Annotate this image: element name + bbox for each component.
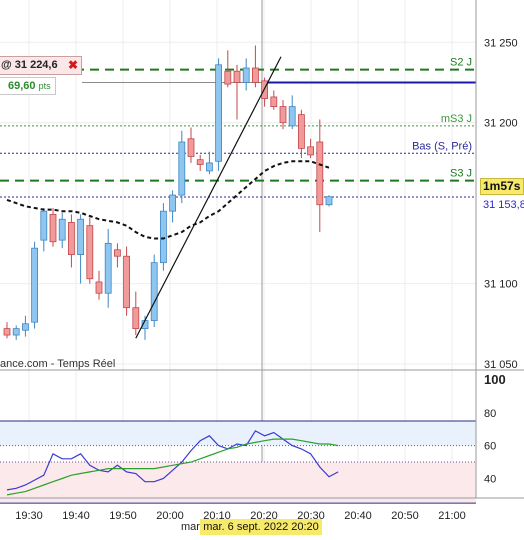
overbought-zone xyxy=(0,421,476,446)
trend-lines xyxy=(135,56,282,339)
candle-body xyxy=(150,262,158,321)
candle-body xyxy=(68,222,75,256)
axes xyxy=(0,0,524,499)
oscillator-tick-label: 40 xyxy=(484,473,496,485)
oscillator-tick-label: 80 xyxy=(484,408,496,420)
time-tick-label: 19:30 xyxy=(15,510,43,522)
candle-body xyxy=(104,242,112,294)
time-tick-label: 20:40 xyxy=(344,510,372,522)
close-order-icon[interactable]: ✖ xyxy=(67,58,78,72)
candle-body xyxy=(86,225,94,280)
oscillator-tick-label: 60 xyxy=(484,441,496,453)
axis-labels: S2 J mS3 J Bas (S, Pré) S3 J 31 050 31 100 31 … xyxy=(0,37,524,522)
level-label: Bas (S, Pré) xyxy=(412,140,472,152)
candle-body xyxy=(270,96,278,108)
oscillator-background xyxy=(0,420,476,504)
candle-body xyxy=(297,114,305,149)
candle-body xyxy=(77,218,84,256)
candle-body xyxy=(242,67,250,83)
level-label: S2 J xyxy=(450,57,472,69)
candle-body xyxy=(123,255,130,309)
candle-body xyxy=(187,138,195,157)
candle-body xyxy=(40,210,48,241)
candle-body xyxy=(49,213,57,243)
trend-line xyxy=(135,56,282,339)
time-tick-label: 20:00 xyxy=(156,510,184,522)
moving-average-line xyxy=(6,160,330,240)
source-label: ance.com - Temps Réel xyxy=(0,358,115,370)
price-tick-label: 31 200 xyxy=(484,118,518,130)
candle-body xyxy=(114,249,121,257)
gain-box: 69,60 pts xyxy=(0,77,56,95)
price-tick-label: 31 250 xyxy=(484,37,518,49)
gain-value: 69,60 xyxy=(8,80,36,92)
level-label: S3 J xyxy=(450,168,472,180)
candle-body xyxy=(21,323,29,331)
candle-body xyxy=(95,281,103,294)
oscillator-line xyxy=(6,438,339,496)
candle-body xyxy=(251,67,259,83)
candle-body xyxy=(31,247,39,323)
candle-body xyxy=(132,307,140,330)
current-price-label: 31 153,8 xyxy=(483,199,524,211)
cursor-date-prefix: mar. xyxy=(181,521,203,533)
level-label: mS3 J xyxy=(441,113,472,125)
candle-body xyxy=(316,141,324,206)
oversold-zone xyxy=(0,462,476,504)
candle-body xyxy=(58,218,66,241)
oscillator-tick-label: 100 xyxy=(484,372,506,387)
time-tick-label: 19:50 xyxy=(109,510,137,522)
candle-body xyxy=(178,141,186,196)
candle-body xyxy=(224,70,232,85)
candle-body xyxy=(159,210,167,264)
time-tick-label: 21:00 xyxy=(438,510,466,522)
candle-body xyxy=(169,194,177,212)
horizontal-levels xyxy=(0,68,476,198)
candle-body xyxy=(325,196,333,206)
cursor-date: mar. 6 sept. 2022 20:20 xyxy=(200,519,322,535)
price-tick-label: 31 050 xyxy=(484,359,518,371)
candle-body xyxy=(279,106,287,124)
candle-body xyxy=(233,70,241,83)
candle-body xyxy=(3,328,11,336)
candle-timer: 1m57s xyxy=(480,178,524,195)
time-tick-label: 19:40 xyxy=(62,510,90,522)
candle-body xyxy=(12,328,20,336)
order-price: @ 31 224,6 xyxy=(1,59,58,71)
gain-unit: pts xyxy=(38,81,51,91)
candle-body xyxy=(307,146,315,156)
candle-body xyxy=(215,64,223,162)
candles xyxy=(3,45,333,340)
candle-body xyxy=(288,106,296,127)
oscillator-lines xyxy=(6,430,339,496)
candle-body xyxy=(205,162,213,172)
moving-average xyxy=(6,160,330,240)
order-price-box[interactable]: @ 31 224,6 ✖ xyxy=(0,56,82,75)
time-tick-label: 20:50 xyxy=(391,510,419,522)
price-tick-label: 31 100 xyxy=(484,279,518,291)
candle-body xyxy=(196,159,204,165)
